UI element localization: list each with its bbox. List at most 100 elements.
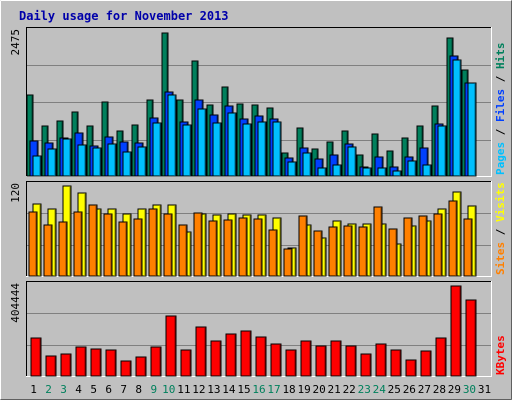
bar-pages-day-14 [227, 112, 237, 177]
x-label-day-6: 6 [105, 383, 112, 396]
bar-kbytes-day-18 [285, 349, 297, 377]
x-label-day-15: 15 [237, 383, 250, 396]
bar-kbytes-day-6 [105, 349, 117, 377]
bar-kbytes-day-3 [60, 353, 72, 377]
panel-visits-sites: 120 Sites / Visits [9, 181, 507, 277]
x-label-day-10: 10 [162, 383, 175, 396]
bar-sites-day-30 [463, 218, 473, 277]
bar-kbytes-day-27 [420, 350, 432, 377]
bar-sites-day-9 [148, 208, 158, 277]
bar-sites-day-27 [418, 215, 428, 277]
bar-pages-day-3 [62, 138, 72, 177]
x-label-day-7: 7 [120, 383, 127, 396]
bar-pages-day-24 [377, 167, 387, 177]
bar-sites-day-16 [253, 218, 263, 277]
bar-kbytes-day-29 [450, 285, 462, 377]
bar-sites-day-7 [118, 221, 128, 277]
bar-pages-day-11 [182, 124, 192, 177]
y-scale-label: 2475 [9, 29, 22, 56]
bar-kbytes-day-25 [390, 349, 402, 377]
bar-sites-day-12 [193, 212, 203, 277]
bar-kbytes-day-5 [90, 348, 102, 377]
bar-kbytes-day-15 [240, 330, 252, 377]
x-label-day-3: 3 [60, 383, 67, 396]
x-label-day-1: 1 [30, 383, 37, 396]
bar-kbytes-day-22 [345, 345, 357, 377]
bar-kbytes-day-9 [150, 346, 162, 377]
bar-kbytes-day-1 [30, 337, 42, 377]
bar-kbytes-day-17 [270, 343, 282, 377]
y-scale-label: 120 [9, 183, 22, 203]
bar-pages-day-2 [47, 148, 57, 177]
bar-pages-day-5 [92, 147, 102, 177]
bar-pages-day-28 [437, 125, 447, 177]
legend-separator: / [494, 222, 507, 242]
bar-pages-day-23 [362, 167, 372, 177]
bar-sites-day-14 [223, 219, 233, 277]
bar-kbytes-day-24 [375, 343, 387, 377]
bar-kbytes-day-13 [210, 340, 222, 377]
bar-kbytes-day-14 [225, 333, 237, 377]
x-label-day-13: 13 [207, 383, 220, 396]
legend-item-kbytes: KBytes [494, 335, 507, 375]
bar-kbytes-day-2 [45, 355, 57, 377]
bar-sites-day-29 [448, 200, 458, 277]
legend-kbytes: KBytes [494, 335, 507, 375]
x-label-day-4: 4 [75, 383, 82, 396]
bar-pages-day-18 [287, 161, 297, 177]
x-label-day-17: 17 [267, 383, 280, 396]
bar-pages-day-25 [392, 170, 402, 177]
bar-pages-day-27 [422, 164, 432, 177]
legend-separator: / [494, 69, 507, 89]
x-label-day-9: 9 [150, 383, 157, 396]
bar-kbytes-day-7 [120, 360, 132, 377]
bar-sites-day-8 [133, 218, 143, 277]
bar-pages-day-12 [197, 108, 207, 177]
bar-sites-day-2 [43, 224, 53, 277]
bar-sites-day-19 [298, 215, 308, 277]
bar-sites-day-5 [88, 204, 98, 277]
bar-sites-day-21 [328, 226, 338, 277]
bar-sites-day-22 [343, 225, 353, 277]
bar-pages-day-10 [167, 94, 177, 177]
bar-pages-day-1 [32, 155, 42, 177]
legend-item-visits: Visits [494, 182, 507, 222]
bar-sites-day-20 [313, 230, 323, 277]
bar-sites-day-15 [238, 217, 248, 277]
x-label-day-28: 28 [433, 383, 446, 396]
bar-pages-day-30 [467, 82, 477, 177]
bar-pages-day-9 [152, 122, 162, 177]
bar-sites-day-26 [403, 217, 413, 277]
x-label-day-8: 8 [135, 383, 142, 396]
x-label-day-16: 16 [252, 383, 265, 396]
x-label-day-20: 20 [313, 383, 326, 396]
bar-sites-day-25 [388, 228, 398, 277]
bar-sites-day-23 [358, 226, 368, 277]
bar-sites-day-28 [433, 213, 443, 277]
x-label-day-12: 12 [192, 383, 205, 396]
bar-sites-day-6 [103, 213, 113, 277]
bar-kbytes-day-21 [330, 340, 342, 377]
legend-separator: / [494, 122, 507, 142]
bar-pages-day-17 [272, 121, 282, 177]
legend-item-sites: Sites [494, 242, 507, 275]
bar-sites-day-3 [58, 221, 68, 277]
x-label-day-31: 31 [478, 383, 491, 396]
x-label-day-2: 2 [45, 383, 52, 396]
bar-sites-day-18 [283, 248, 293, 277]
chart-title: Daily usage for November 2013 [19, 9, 229, 23]
legend-item-pages: Pages [494, 142, 507, 175]
bar-pages-day-6 [107, 143, 117, 177]
legend-hits-files-pages: Pages / Files / Hits [494, 43, 507, 176]
bar-pages-day-15 [242, 123, 252, 177]
bar-kbytes-day-10 [165, 315, 177, 377]
bar-kbytes-day-20 [315, 345, 327, 377]
bar-kbytes-day-23 [360, 353, 372, 377]
bar-pages-day-26 [407, 160, 417, 177]
legend-item-hits: Hits [494, 43, 507, 70]
bar-kbytes-day-19 [300, 340, 312, 377]
x-label-day-21: 21 [328, 383, 341, 396]
bar-pages-day-4 [77, 144, 87, 177]
bar-kbytes-day-12 [195, 326, 207, 377]
